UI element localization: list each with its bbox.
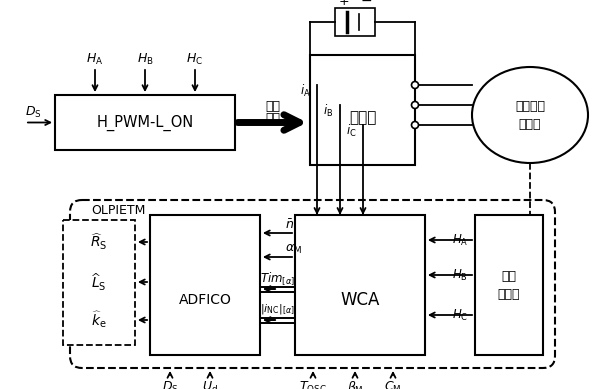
Text: $\widehat{R}_\mathrm{S}$: $\widehat{R}_\mathrm{S}$ xyxy=(90,232,108,252)
Text: ADFICO: ADFICO xyxy=(179,293,231,307)
Bar xyxy=(295,215,425,355)
Bar xyxy=(55,95,235,150)
Text: +: + xyxy=(339,0,349,7)
Text: 信号: 信号 xyxy=(265,112,280,125)
Text: $H_\mathrm{C}$: $H_\mathrm{C}$ xyxy=(187,51,204,67)
Text: $i_\mathrm{C}$: $i_\mathrm{C}$ xyxy=(346,123,356,139)
Text: $\widehat{k}_\mathrm{e}$: $\widehat{k}_\mathrm{e}$ xyxy=(91,310,107,330)
Ellipse shape xyxy=(472,67,588,163)
Text: $Tim_{[\alpha]}$: $Tim_{[\alpha]}$ xyxy=(260,270,295,287)
Text: $H_\mathrm{C}$: $H_\mathrm{C}$ xyxy=(452,307,468,322)
Circle shape xyxy=(412,102,418,109)
Text: $i_\mathrm{A}$: $i_\mathrm{A}$ xyxy=(300,83,310,99)
Text: $D_\mathrm{S}$: $D_\mathrm{S}$ xyxy=(24,105,41,120)
Text: $C_\mathrm{M}$: $C_\mathrm{M}$ xyxy=(384,379,402,389)
Text: $\widehat{L}_\mathrm{S}$: $\widehat{L}_\mathrm{S}$ xyxy=(92,272,107,293)
Text: 传感器: 传感器 xyxy=(498,287,520,300)
Text: $T_\mathrm{OSC}$: $T_\mathrm{OSC}$ xyxy=(299,379,327,389)
Circle shape xyxy=(412,121,418,128)
Bar xyxy=(335,8,375,36)
Text: $|i_\mathrm{NC}|_{[\alpha]}$: $|i_\mathrm{NC}|_{[\alpha]}$ xyxy=(260,303,295,317)
Text: 电动三轮: 电动三轮 xyxy=(515,100,545,112)
Text: $H_\mathrm{A}$: $H_\mathrm{A}$ xyxy=(87,51,104,67)
Text: $H_\mathrm{A}$: $H_\mathrm{A}$ xyxy=(452,233,468,247)
Text: $\alpha_\mathrm{M}$: $\alpha_\mathrm{M}$ xyxy=(284,242,301,256)
Text: H_PWM-L_ON: H_PWM-L_ON xyxy=(96,114,193,131)
Bar xyxy=(63,220,135,345)
Text: 霍尔: 霍尔 xyxy=(501,270,517,282)
Text: 逆变器: 逆变器 xyxy=(349,110,376,126)
Bar xyxy=(310,55,415,165)
Text: 驱动: 驱动 xyxy=(265,100,280,113)
Text: −: − xyxy=(361,0,372,8)
Text: $U_\mathrm{d}$: $U_\mathrm{d}$ xyxy=(202,379,218,389)
Bar xyxy=(475,215,543,355)
Text: $D_\mathrm{S}$: $D_\mathrm{S}$ xyxy=(162,379,178,389)
Text: $H_\mathrm{B}$: $H_\mathrm{B}$ xyxy=(452,268,468,282)
Text: WCA: WCA xyxy=(340,291,379,309)
Text: $\beta_\mathrm{M}$: $\beta_\mathrm{M}$ xyxy=(346,378,364,389)
Circle shape xyxy=(412,82,418,89)
Text: OLPIETM: OLPIETM xyxy=(91,203,145,217)
Text: $\bar{n}$: $\bar{n}$ xyxy=(285,218,295,232)
Bar xyxy=(150,215,260,355)
Text: 车电机: 车电机 xyxy=(518,117,541,130)
Text: $i_\mathrm{B}$: $i_\mathrm{B}$ xyxy=(323,103,333,119)
Text: $H_\mathrm{B}$: $H_\mathrm{B}$ xyxy=(137,51,153,67)
